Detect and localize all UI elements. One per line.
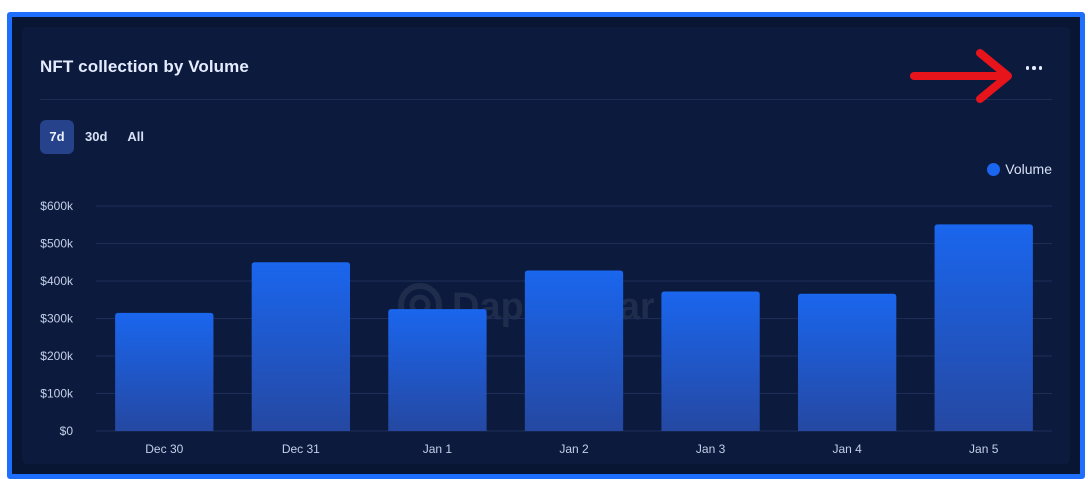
- card-title: NFT collection by Volume: [40, 57, 249, 76]
- y-tick-label: $600k: [40, 199, 74, 213]
- bar-dec-30[interactable]: [115, 312, 214, 431]
- x-tick-label: Dec 30: [145, 442, 183, 456]
- x-tick-label: Jan 5: [969, 442, 999, 456]
- y-tick-label: $300k: [40, 312, 74, 326]
- x-axis: Dec 30 Dec 31 Jan 1 Jan 2 Jan 3 Jan 4 Jan 5: [145, 442, 998, 456]
- header-divider: [40, 99, 1052, 100]
- bar-dec-31[interactable]: [251, 262, 351, 431]
- x-tick-label: Jan 1: [423, 442, 453, 456]
- bars: [115, 224, 1033, 431]
- bar-chart: DappRadar $0$100k$200k$300k$400k$500k$60…: [40, 199, 1052, 456]
- legend-swatch-volume: [987, 162, 1001, 176]
- tab-7d[interactable]: 7d: [40, 120, 74, 154]
- more-horizontal-icon[interactable]: [1022, 60, 1046, 76]
- time-range-tabs: 7d 30d All: [40, 120, 153, 154]
- y-tick-label: $200k: [40, 349, 74, 363]
- tab-30d[interactable]: 30d: [85, 129, 108, 144]
- y-axis: $0 $100k $200k $300k $400k $500k $600k: [40, 199, 74, 438]
- bar-jan-4[interactable]: [797, 293, 897, 431]
- legend-label-volume: Volume: [1005, 161, 1052, 177]
- chart-legend[interactable]: Volume: [987, 161, 1052, 177]
- x-tick-label: Jan 2: [559, 442, 589, 456]
- chart-card: NFT collection by Volume 7d 30d All Volu…: [22, 27, 1070, 464]
- y-tick-label: $100k: [40, 387, 74, 401]
- y-tick-label: $500k: [40, 237, 74, 251]
- bar-jan-5[interactable]: [934, 224, 1033, 431]
- x-tick-label: Dec 31: [282, 442, 320, 456]
- x-tick-label: Jan 3: [696, 442, 726, 456]
- red-arrow-icon: [910, 49, 1012, 103]
- highlight-frame: NFT collection by Volume 7d 30d All Volu…: [7, 12, 1085, 479]
- bar-jan-2[interactable]: [524, 270, 624, 432]
- bar-jan-1[interactable]: [388, 309, 487, 431]
- x-tick-label: Jan 4: [832, 442, 862, 456]
- y-tick-label: $0: [60, 424, 74, 438]
- bar-jan-3[interactable]: [661, 291, 760, 432]
- tab-all[interactable]: All: [127, 129, 145, 144]
- y-tick-label: $400k: [40, 274, 74, 288]
